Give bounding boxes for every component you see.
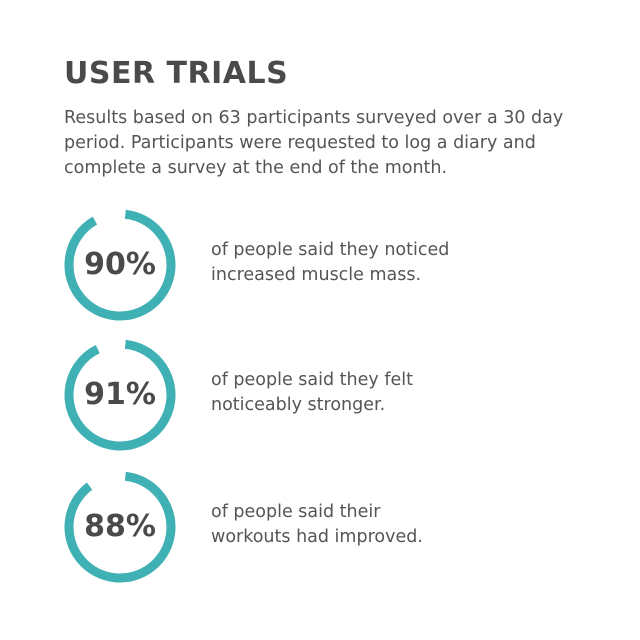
stat-item: 88% of people said their workouts had imp… xyxy=(60,465,600,589)
stat-percent: 90% xyxy=(84,247,156,282)
stat-item: 90% of people said they noticed increased… xyxy=(60,203,600,327)
stat-item: 91% of people said they felt noticeably s… xyxy=(60,333,600,457)
stat-description: of people said their workouts had improve… xyxy=(211,502,423,547)
stat-percent: 91% xyxy=(84,377,156,412)
stat-description: of people said they noticed increased mus… xyxy=(211,240,450,285)
page-title: USER TRIALS xyxy=(64,56,289,91)
stat-percent: 88% xyxy=(84,509,156,544)
intro-text: Results based on 63 participants surveye… xyxy=(64,108,564,178)
progress-ring xyxy=(64,209,176,321)
stat-description: of people said they felt noticeably stron… xyxy=(211,370,413,415)
progress-ring xyxy=(64,471,176,583)
progress-ring xyxy=(64,339,176,451)
